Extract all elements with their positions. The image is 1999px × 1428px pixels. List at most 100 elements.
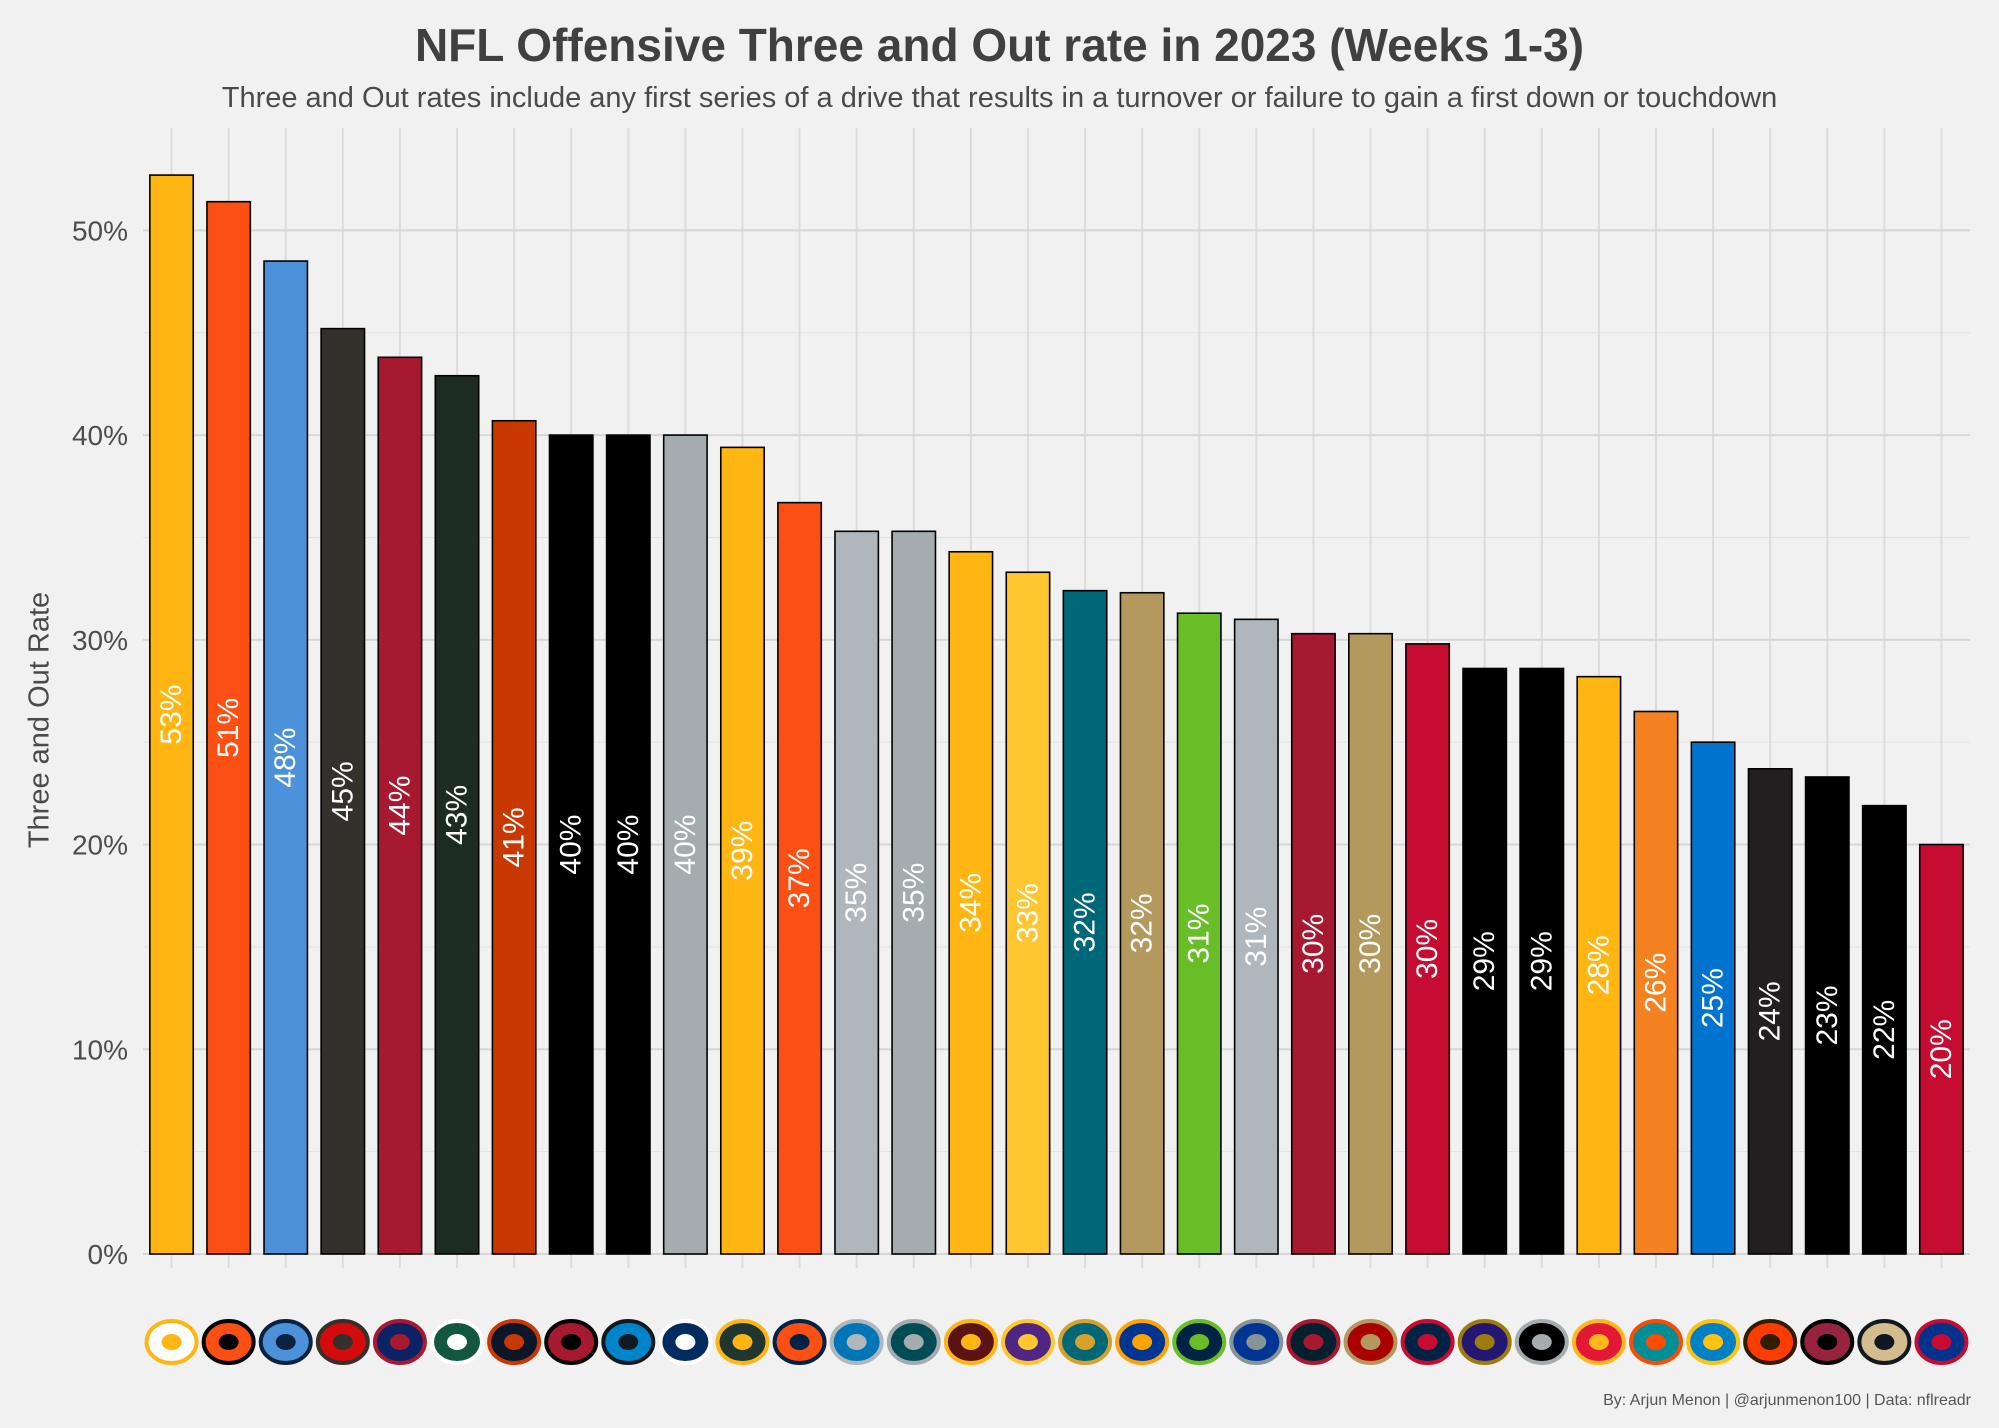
bar-value-label: 53% <box>155 685 188 745</box>
bar-was <box>948 550 994 1255</box>
bar-sea <box>1176 612 1222 1255</box>
y-tick-label: 30% <box>72 625 128 656</box>
team-logo-icon-atl <box>544 1319 599 1365</box>
bar-ne <box>1405 643 1451 1255</box>
chart-caption: By: Arjun Menon | @arjunmenon100 | Data:… <box>1603 1392 1971 1409</box>
team-logo-icon-pit <box>144 1319 199 1365</box>
bar-value-label: 34% <box>954 873 987 933</box>
bar-value-label: 29% <box>1525 931 1558 991</box>
bar-ari <box>1804 776 1850 1255</box>
bar-value-label: 31% <box>1240 907 1273 967</box>
bar-buf <box>1918 843 1964 1255</box>
team-logo-icon-car <box>601 1319 656 1365</box>
team-logo-icon-kc <box>1571 1319 1626 1365</box>
bar-car <box>605 434 651 1255</box>
team-logo-icon-cin <box>201 1319 256 1365</box>
y-tick-label: 0% <box>88 1239 128 1270</box>
bar-value-label: 29% <box>1468 931 1501 991</box>
bar-value-label: 41% <box>498 807 531 867</box>
y-tick-label: 40% <box>72 420 128 451</box>
team-logo-icon-bal <box>1457 1319 1512 1365</box>
bar-lv <box>1519 667 1565 1255</box>
bar-atl <box>548 434 594 1255</box>
bar-cin <box>206 200 252 1255</box>
y-tick-label: 50% <box>72 215 128 246</box>
bar-la <box>1119 591 1165 1255</box>
bar-mia <box>1633 710 1679 1255</box>
bar-value-label: 26% <box>1639 953 1672 1013</box>
bar-value-label: 40% <box>669 815 702 875</box>
bar-no <box>1861 804 1907 1255</box>
bar-value-label: 37% <box>783 848 816 908</box>
bar-value-label: 35% <box>897 863 930 923</box>
bar-tb <box>320 327 366 1255</box>
bar-min <box>1005 571 1051 1255</box>
bars <box>149 174 1964 1255</box>
chart-title: NFL Offensive Three and Out rate in 2023… <box>414 19 1585 71</box>
bar-ten <box>263 260 309 1255</box>
bar-value-label: 31% <box>1183 904 1216 964</box>
bar-sf <box>1348 632 1394 1255</box>
team-logo-icon-ind <box>658 1319 713 1365</box>
bar-bal <box>1462 667 1508 1255</box>
bar-gb <box>719 446 765 1255</box>
bar-value-label: 43% <box>441 785 474 845</box>
team-logo-icon-la <box>1115 1319 1170 1365</box>
chart-subtitle: Three and Out rates include any first se… <box>221 82 1778 114</box>
bar-pit <box>149 174 195 1255</box>
y-tick-label: 20% <box>72 830 128 861</box>
bar-value-label: 48% <box>269 728 302 788</box>
team-logo-icon-dal <box>1229 1319 1284 1365</box>
bar-value-label: 33% <box>1011 883 1044 943</box>
bar-value-label: 40% <box>555 815 588 875</box>
bar-value-label: 39% <box>726 821 759 881</box>
bar-value-label: 35% <box>840 863 873 923</box>
bar-labels: 53% 51% 48% 45% 44% 43% 41% 40% 40% 40% 39% 37% 35% 3… <box>155 685 1958 1080</box>
team-logo-icon-sea <box>1172 1319 1227 1365</box>
team-logo-icon-gb <box>715 1319 770 1365</box>
team-logo-icon-hou <box>1286 1319 1341 1365</box>
bar-value-label: 40% <box>612 815 645 875</box>
bar-hou <box>1290 632 1336 1255</box>
team-logo-icon-den <box>772 1319 827 1365</box>
bar-value-label: 30% <box>1297 914 1330 974</box>
bar-det <box>834 530 880 1255</box>
bar-value-label: 23% <box>1811 985 1844 1045</box>
team-logo-icon-mia <box>1628 1319 1683 1365</box>
bar-value-label: 30% <box>1411 919 1444 979</box>
bar-value-label: 32% <box>1126 893 1159 953</box>
bar-cle <box>1747 767 1793 1255</box>
bar-value-label: 51% <box>212 698 245 758</box>
team-logo-icon-ari <box>1800 1319 1855 1365</box>
bar-value-label: 32% <box>1069 892 1102 952</box>
team-logo-icon-was <box>943 1319 998 1365</box>
bar-chi <box>491 419 537 1255</box>
bar-nyj <box>434 374 480 1255</box>
bar-value-label: 28% <box>1582 935 1615 995</box>
bar-nyg <box>377 356 423 1255</box>
y-tick-label: 10% <box>72 1034 128 1065</box>
team-logo-icon-sf <box>1343 1319 1398 1365</box>
bar-phi <box>891 530 937 1255</box>
team-logo-icon-tb <box>315 1319 370 1365</box>
team-logo-icon-det <box>829 1319 884 1365</box>
team-logo-icon-no <box>1857 1319 1912 1365</box>
bar-value-label: 22% <box>1868 1000 1901 1060</box>
bar-ind <box>662 434 708 1255</box>
bar-value-label: 20% <box>1925 1019 1958 1079</box>
team-logo-icon-lv <box>1514 1319 1569 1365</box>
bar-value-label: 45% <box>326 761 359 821</box>
bar-value-label: 24% <box>1754 981 1787 1041</box>
bar-kc <box>1576 675 1622 1255</box>
bar-den <box>777 501 823 1255</box>
bar-dal <box>1233 618 1279 1255</box>
bar-lac <box>1690 741 1736 1255</box>
team-logo-icon-buf <box>1914 1319 1969 1365</box>
team-logo-icon-cle <box>1743 1319 1798 1365</box>
team-logo-icon-lac <box>1686 1319 1741 1365</box>
team-logo-icon-nyj <box>430 1319 485 1365</box>
team-logo-icon-ten <box>258 1319 313 1365</box>
team-logos <box>144 1319 1969 1365</box>
bar-value-label: 30% <box>1354 914 1387 974</box>
